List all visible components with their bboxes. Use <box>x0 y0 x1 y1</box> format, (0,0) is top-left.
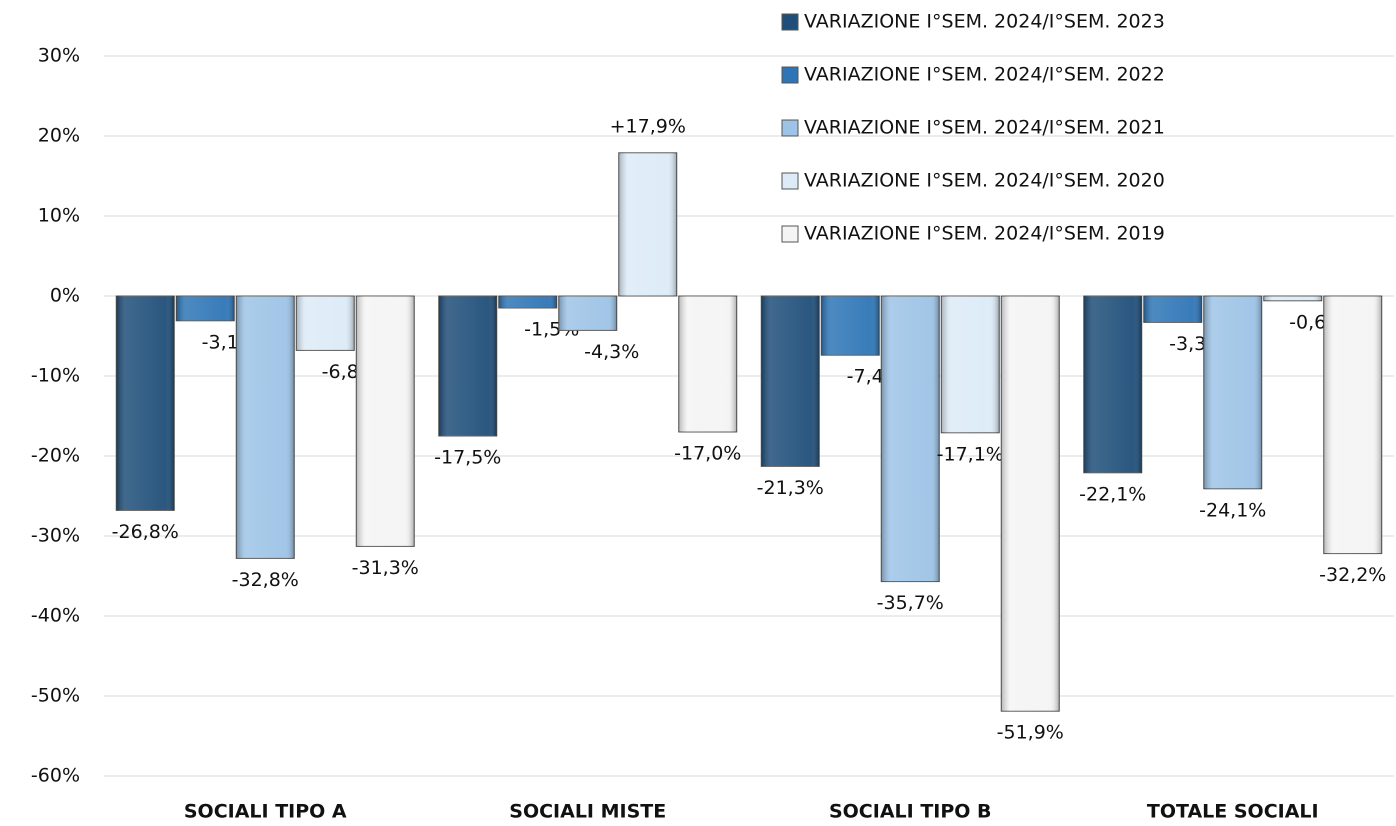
y-tick-label: -60% <box>31 765 80 787</box>
value-label: -32,8% <box>232 569 299 591</box>
bar <box>1323 295 1383 555</box>
bar <box>498 295 558 309</box>
bar <box>355 295 415 547</box>
value-label: -24,1% <box>1199 499 1266 521</box>
y-tick-label: 0% <box>50 285 80 307</box>
value-label: -21,3% <box>757 477 824 499</box>
legend-label: VARIAZIONE I°SEM. 2024/I°SEM. 2022 <box>804 64 1165 86</box>
value-label: -32,2% <box>1319 564 1386 586</box>
bar <box>295 295 355 351</box>
legend-swatch <box>781 66 799 84</box>
legend-swatch <box>781 13 799 31</box>
value-label: -17,5% <box>434 447 501 469</box>
legend-swatch <box>781 119 799 137</box>
value-label: -51,9% <box>997 722 1064 744</box>
bar <box>438 295 498 437</box>
y-tick-label: -10% <box>31 365 80 387</box>
legend-swatch <box>781 225 799 243</box>
x-tick-label: TOTALE SOCIALI <box>1147 801 1319 823</box>
y-tick-label: -50% <box>31 685 80 707</box>
bar <box>175 295 235 322</box>
bar <box>115 295 175 511</box>
legend-label: VARIAZIONE I°SEM. 2024/I°SEM. 2019 <box>804 223 1165 245</box>
bar <box>940 295 1000 434</box>
bar <box>678 295 738 433</box>
bar <box>558 295 618 331</box>
value-label: -35,7% <box>877 592 944 614</box>
y-tick-label: -40% <box>31 605 80 627</box>
bar <box>1203 295 1263 490</box>
legend-label: VARIAZIONE I°SEM. 2024/I°SEM. 2020 <box>804 170 1165 192</box>
x-tick-label: SOCIALI TIPO B <box>829 801 992 823</box>
value-label: -26,8% <box>112 521 179 543</box>
y-tick-label: -30% <box>31 525 80 547</box>
y-tick-label: 20% <box>38 125 80 147</box>
legend-label: VARIAZIONE I°SEM. 2024/I°SEM. 2023 <box>804 11 1165 33</box>
x-tick-label: SOCIALI TIPO A <box>184 801 347 823</box>
bar <box>1263 295 1323 302</box>
value-label: -31,3% <box>352 557 419 579</box>
bar <box>1083 295 1143 474</box>
value-label: -22,1% <box>1079 483 1146 505</box>
value-label: +17,9% <box>610 115 686 137</box>
y-tick-label: -20% <box>31 445 80 467</box>
bar <box>1000 295 1060 712</box>
value-label: -17,0% <box>674 443 741 465</box>
legend-label: VARIAZIONE I°SEM. 2024/I°SEM. 2021 <box>804 117 1165 139</box>
value-label: -4,3% <box>584 341 639 363</box>
legend-swatch <box>781 172 799 190</box>
bar <box>235 295 295 559</box>
bar <box>1143 295 1203 323</box>
value-label: -17,1% <box>937 443 1004 465</box>
bar <box>820 295 880 356</box>
y-tick-label: 30% <box>38 45 80 67</box>
y-tick-label: 10% <box>38 205 80 227</box>
bar <box>618 152 678 297</box>
bar <box>880 295 940 583</box>
x-tick-label: SOCIALI MISTE <box>509 801 666 823</box>
bar <box>760 295 820 467</box>
